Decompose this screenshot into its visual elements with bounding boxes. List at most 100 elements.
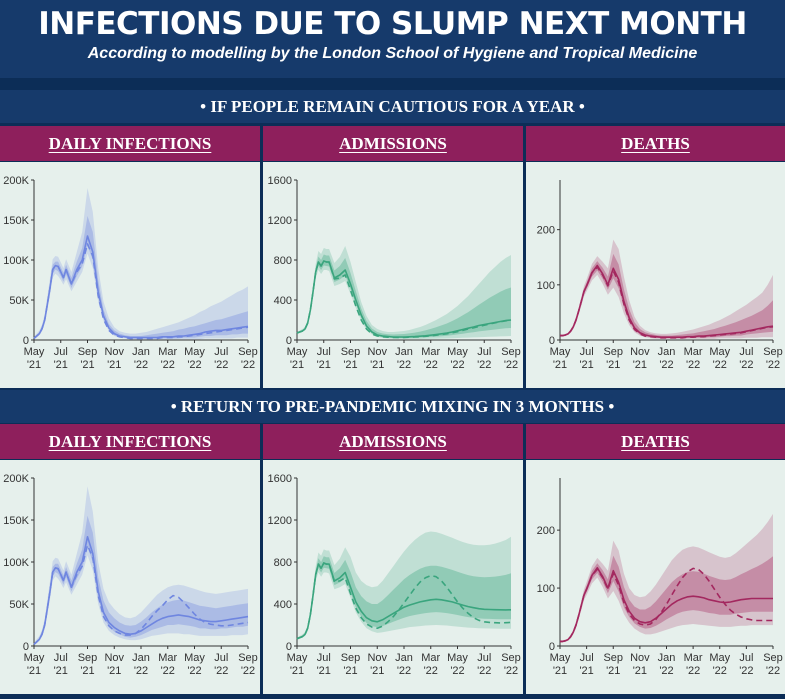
chart-panel: 0 400 800 1200 1600 May '21 Jul '21 Sep '21 Nov '21 J… [263,162,523,388]
admissions-chart-cautious: 040080012001600May'21Jul'21Sep'21Nov'21J… [268,175,521,371]
y-tick-label: 0 [23,641,29,653]
x-tick-label: Mar [684,346,703,358]
y-tick-label: 200K [3,175,29,187]
uncertainty-band-outer [297,531,511,640]
x-tick-label: Sep [78,652,98,664]
y-tick-label: 1200 [268,515,292,527]
x-tick-label: '21 [606,359,620,371]
x-tick-label: '22 [686,665,700,677]
uncertainty-band-inner [297,254,511,338]
uncertainty-band-inner [34,515,248,645]
uncertainty-band-outer [34,188,248,340]
x-tick-label: '21 [54,665,68,677]
section-bar-mixing: • RETURN TO PRE-PANDEMIC MIXING IN 3 MON… [0,390,785,423]
x-tick-label: '22 [187,359,201,371]
infections-chart-mixing: 050K100K150K200KMay'21Jul'21Sep'21Nov'21… [3,473,258,677]
uncertainty-band-inner [560,555,773,642]
x-tick-label: '22 [397,359,411,371]
y-tick-label: 0 [286,641,292,653]
alternative-series-line [296,562,512,640]
x-tick-label: '21 [579,359,593,371]
x-tick-label: May [24,346,45,358]
x-tick-label: '22 [659,359,673,371]
x-tick-label: '21 [107,665,121,677]
admissions-chart-mixing: 040080012001600May'21Jul'21Sep'21Nov'21J… [268,473,521,677]
section-bar-cautious: • IF PEOPLE REMAIN CAUTIOUS FOR A YEAR • [0,90,785,123]
x-tick-label: Jul [317,652,331,664]
central-series-line [296,562,512,640]
x-tick-label: Sep [763,652,783,664]
chart-panel: 0 400 800 1200 1600 May '21 Jul '21 Sep '21 Nov '21 J… [263,460,523,694]
panel-header: DEATHS [526,424,785,459]
y-tick-label: 1600 [268,473,292,485]
x-tick-label: '21 [317,359,331,371]
x-tick-label: '22 [450,359,464,371]
x-tick-label: Mar [684,652,703,664]
y-tick-label: 100K [3,255,29,267]
deaths-chart-cautious: 0100200May'21Jul'21Sep'21Nov'21Jan'22Mar… [537,180,783,371]
y-tick-label: 100K [3,557,29,569]
x-tick-label: May [447,652,468,664]
x-tick-label: Nov [630,346,650,358]
uncertainty-band-outer [560,239,773,339]
x-tick-label: '22 [504,359,518,371]
x-tick-label: May [447,346,468,358]
infections-chart-cautious: 050K100K150K200KMay'21Jul'21Sep'21Nov'21… [3,175,258,371]
x-tick-label: Jul [739,346,753,358]
x-tick-label: Mar [158,652,177,664]
central-series-line [560,264,774,338]
x-tick-label: Sep [501,652,521,664]
x-tick-label: '21 [370,359,384,371]
x-tick-label: Nov [630,652,650,664]
x-tick-label: May [709,652,730,664]
bullet-icon: • [578,97,585,116]
x-tick-label: May [184,652,205,664]
x-tick-label: Jul [739,652,753,664]
x-tick-label: '21 [553,359,567,371]
x-tick-label: Jan [658,346,676,358]
x-tick-label: Mar [421,346,440,358]
x-tick-label: Sep [238,652,258,664]
x-tick-label: May [709,346,730,358]
x-tick-label: '22 [477,665,491,677]
section-label: RETURN TO PRE-PANDEMIC MIXING IN 3 MONTH… [180,397,605,416]
x-tick-label: '21 [80,359,94,371]
y-tick-label: 0 [549,641,555,653]
panel-title: DAILY INFECTIONS [48,432,212,451]
x-tick-label: '21 [317,665,331,677]
x-tick-label: '21 [107,359,121,371]
x-tick-label: '22 [161,359,175,371]
x-tick-label: '21 [633,665,647,677]
uncertainty-band-outer [297,246,511,339]
x-tick-label: Nov [104,652,124,664]
x-tick-label: '21 [553,665,567,677]
x-tick-label: '22 [477,359,491,371]
y-tick-label: 150K [3,215,29,227]
y-tick-label: 400 [274,295,292,307]
x-tick-label: '22 [659,665,673,677]
x-tick-label: '22 [241,359,255,371]
panel-header: ADMISSIONS [263,126,523,161]
x-tick-label: May [287,346,308,358]
x-tick-label: Mar [158,346,177,358]
x-tick-label: '22 [739,665,753,677]
x-tick-label: Sep [603,652,623,664]
x-tick-label: '22 [214,665,228,677]
x-tick-label: Jul [477,346,491,358]
y-tick-label: 1600 [268,175,292,187]
x-tick-label: Jul [214,652,228,664]
x-tick-label: Sep [603,346,623,358]
panel-header: DEATHS [526,126,785,161]
bullet-icon: • [170,397,177,416]
x-tick-label: '22 [134,359,148,371]
x-tick-label: Sep [238,346,258,358]
x-tick-label: Jul [54,346,68,358]
x-tick-label: Jan [132,652,150,664]
x-tick-label: Jul [54,652,68,664]
x-tick-label: Jul [580,652,594,664]
y-tick-label: 400 [274,599,292,611]
x-tick-label: '21 [290,665,304,677]
panel-header: DAILY INFECTIONS [0,126,260,161]
y-tick-label: 100 [537,583,555,595]
y-tick-label: 200K [3,473,29,485]
